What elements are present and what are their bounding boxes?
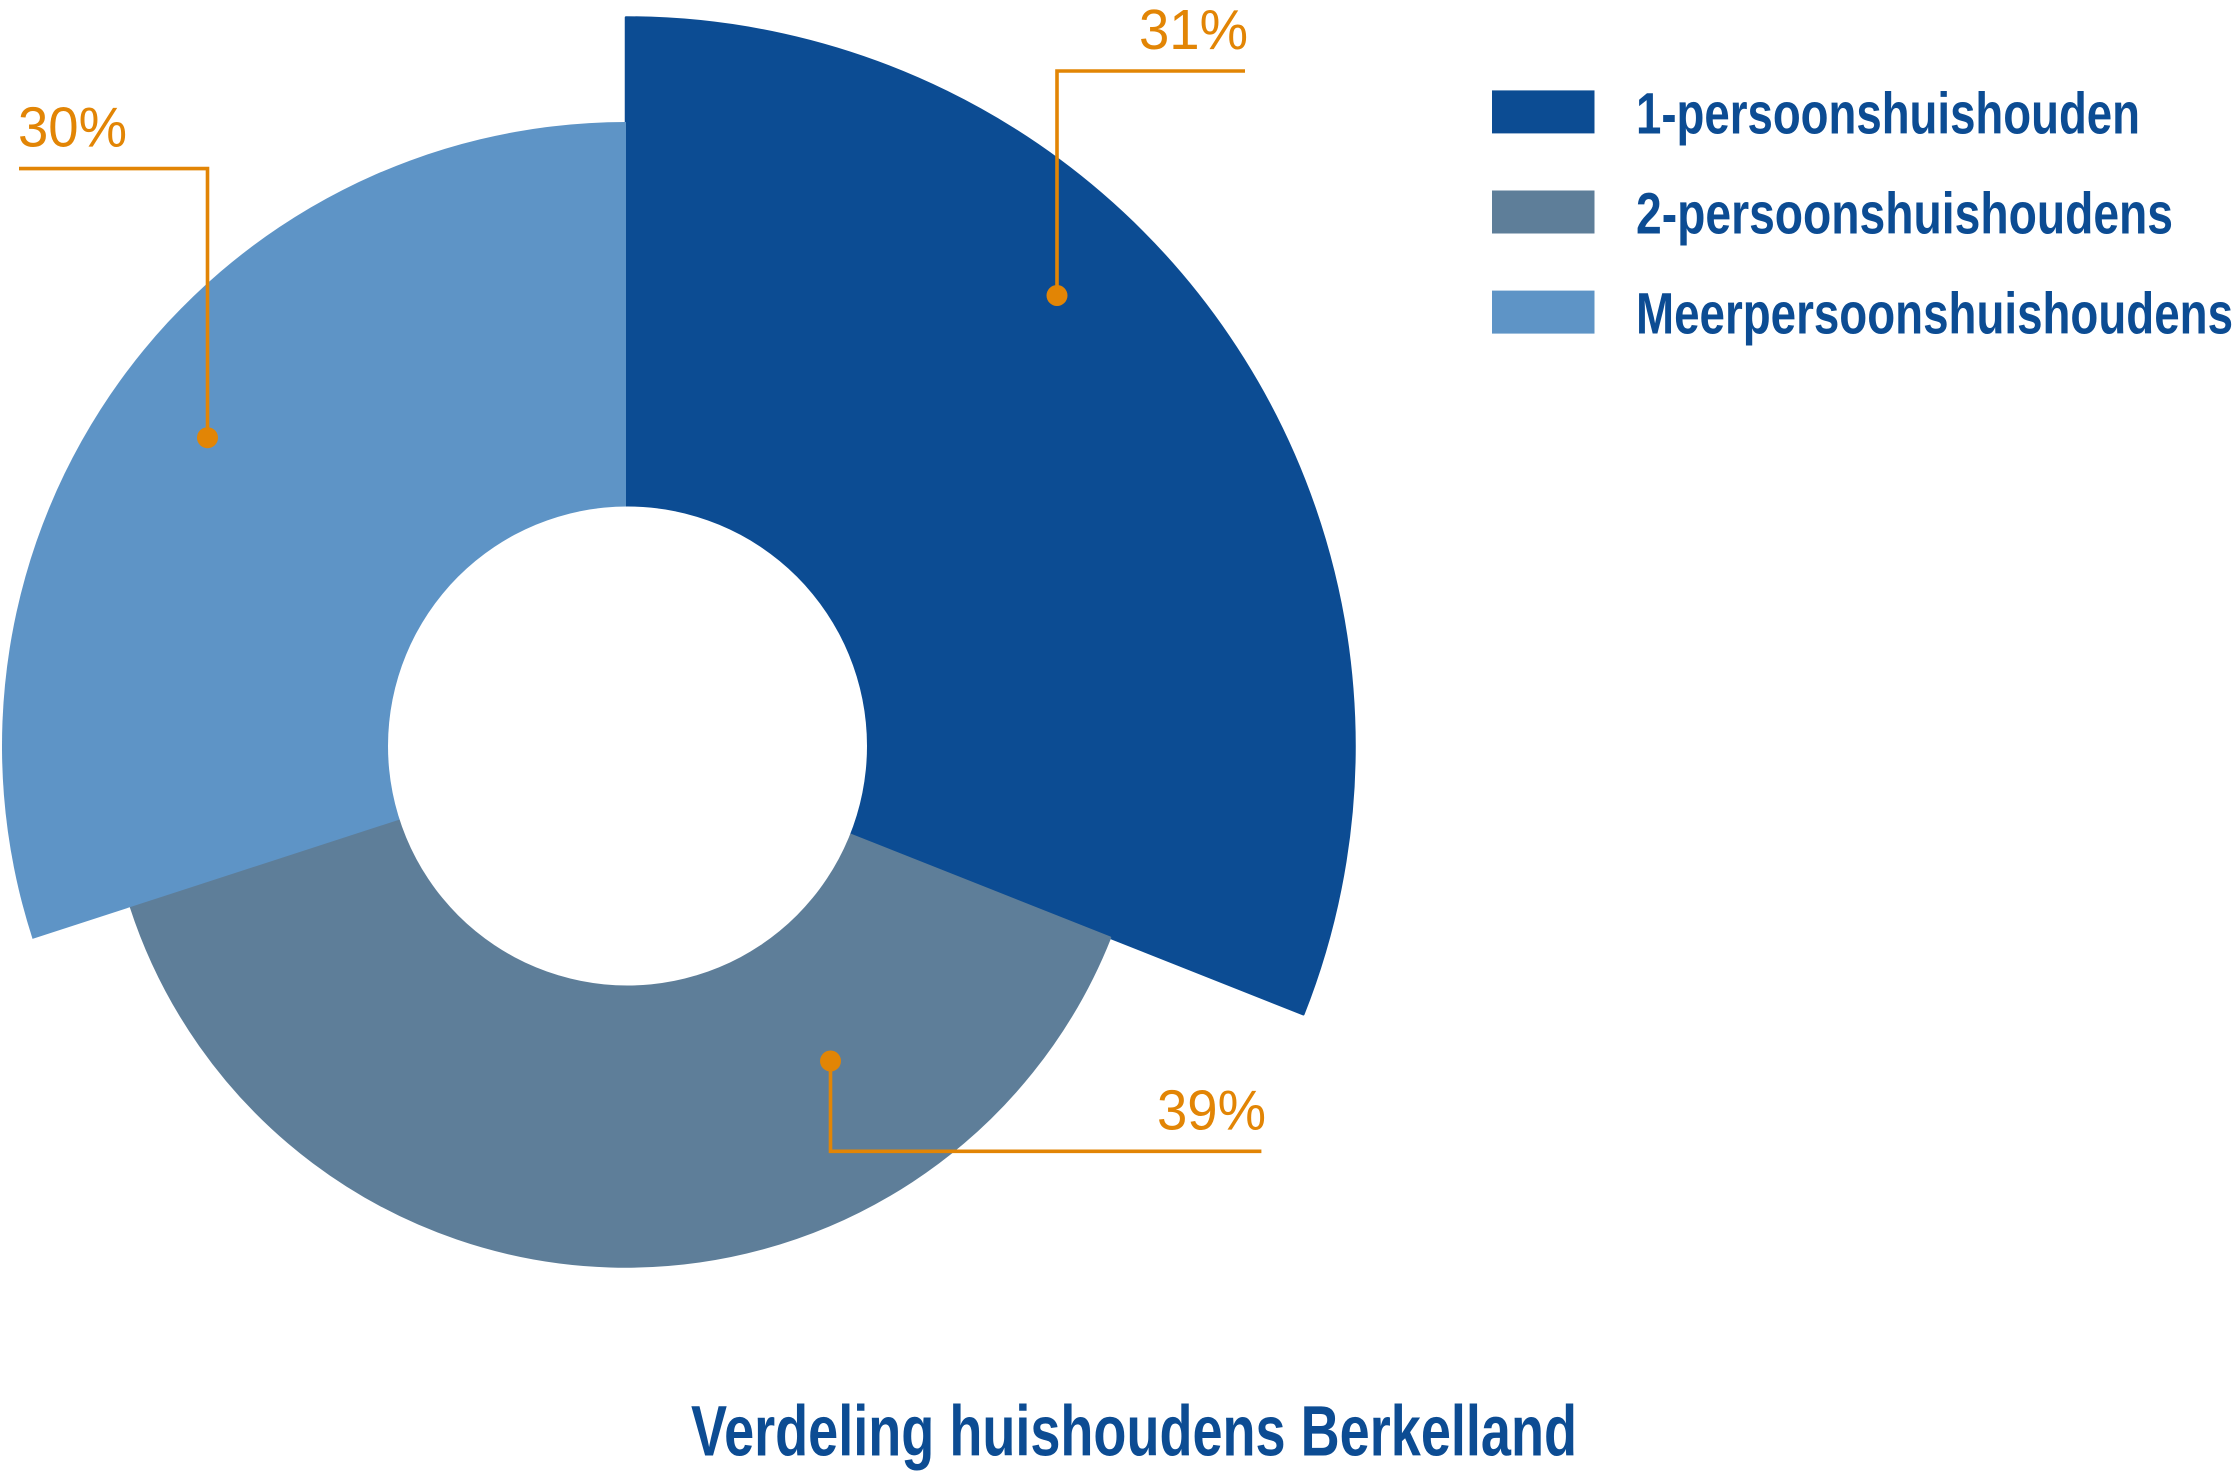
svg-text:31%: 31% (1139, 0, 1248, 62)
svg-text:1-persoonshuishouden: 1-persoonshuishouden (1636, 81, 2140, 146)
svg-text:Meerpersoonshuishoudens: Meerpersoonshuishoudens (1636, 282, 2233, 347)
svg-text:2-persoonshuishoudens: 2-persoonshuishoudens (1636, 181, 2173, 246)
svg-text:30%: 30% (18, 96, 127, 160)
svg-text:Verdeling huishoudens Berkella: Verdeling huishoudens Berkelland (691, 1393, 1577, 1472)
svg-text:39%: 39% (1157, 1079, 1266, 1143)
